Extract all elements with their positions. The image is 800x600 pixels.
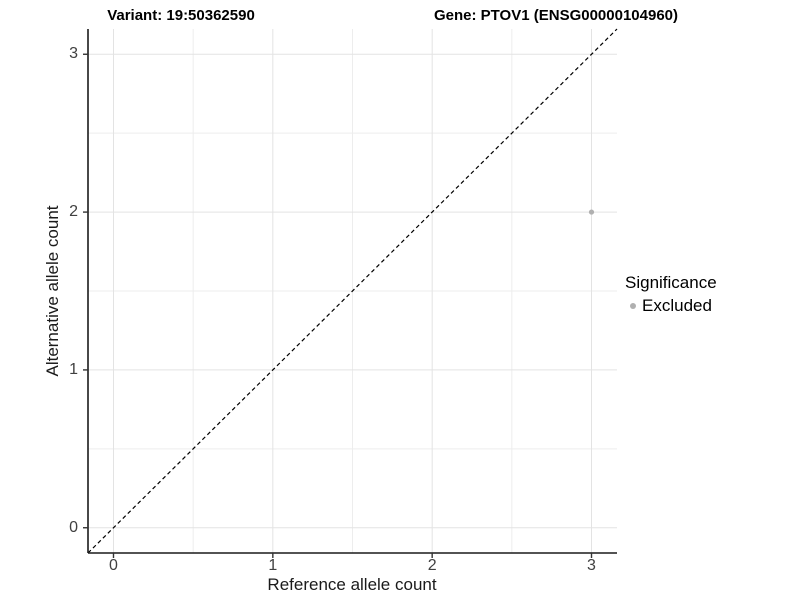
y-tick-label: 2 — [69, 203, 78, 221]
data-point — [588, 209, 595, 215]
x-tick-label: 3 — [587, 557, 596, 574]
legend: Significance Excluded — [625, 273, 717, 316]
identity-reference-line — [87, 28, 618, 554]
legend-point-icon — [630, 303, 636, 309]
y-tick-label: 0 — [69, 518, 78, 536]
legend-item-excluded: Excluded — [625, 296, 717, 316]
x-tick-label: 1 — [268, 557, 278, 574]
plot-title-variant: Variant: 19:50362590 — [107, 7, 255, 24]
y-axis-title: Alternative allele count — [43, 205, 62, 377]
legend-title: Significance — [625, 273, 717, 292]
x-axis-title: Reference allele count — [267, 575, 437, 594]
y-tick-label: 3 — [69, 45, 78, 63]
y-tick-label: 1 — [69, 360, 78, 378]
legend-item-label: Excluded — [642, 296, 712, 315]
plot-title-gene: Gene: PTOV1 (ENSG00000104960) — [433, 7, 679, 24]
x-tick-label: 0 — [109, 557, 118, 574]
x-tick-label: 2 — [427, 557, 437, 574]
